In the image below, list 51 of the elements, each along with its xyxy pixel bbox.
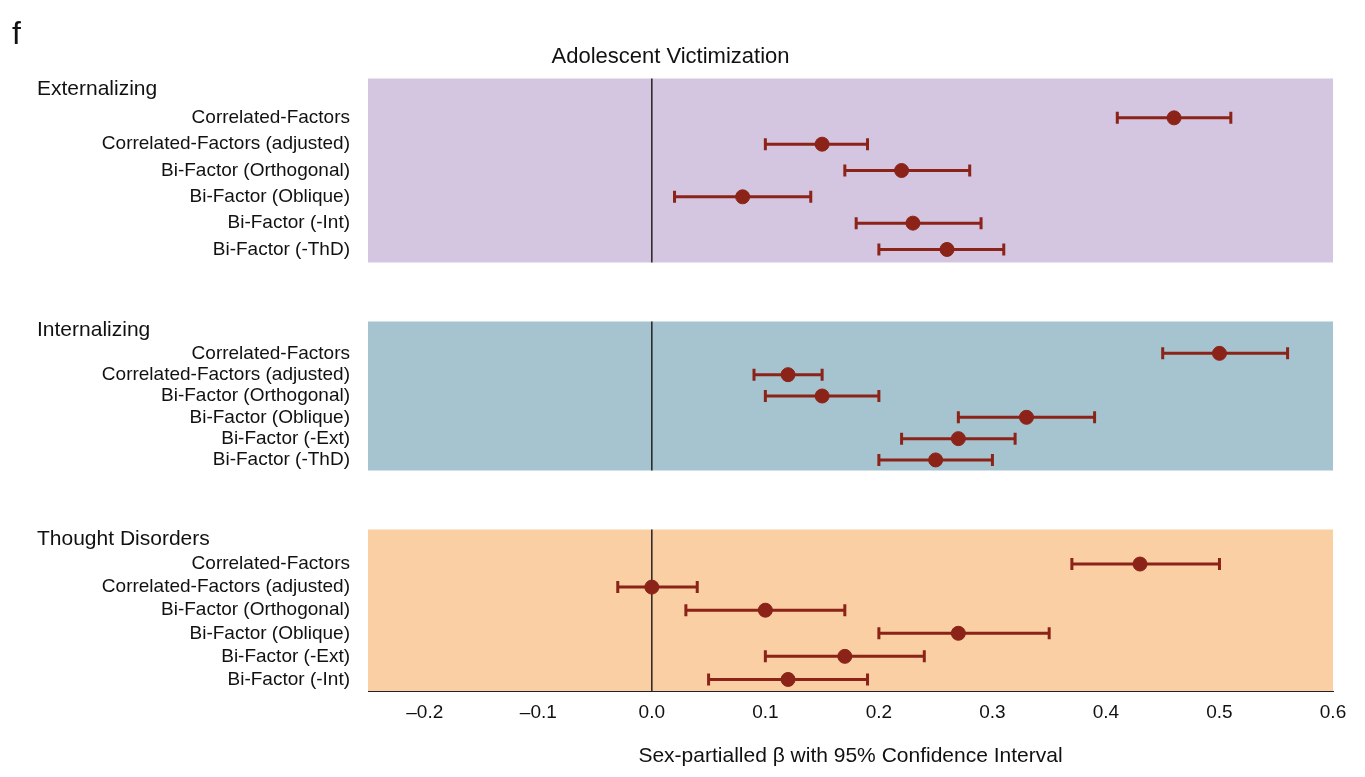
point <box>939 241 955 257</box>
y-tick-label: Bi-Factor (Oblique) <box>189 405 350 427</box>
text: Externalizing <box>37 76 158 100</box>
point <box>894 163 910 178</box>
x-tick-label: 0.3 <box>979 700 1006 722</box>
point <box>928 452 944 468</box>
y-tick-label: Bi-Factor (Oblique) <box>189 185 350 207</box>
y-tick-label: Bi-Factor (Orthogonal) <box>160 598 350 620</box>
y-tick-label: Bi-Factor (Oblique) <box>189 621 350 643</box>
text: f <box>12 15 21 51</box>
x-tick-label: 0.1 <box>752 700 779 722</box>
y-tick-label: Correlated-Factors (adjusted) <box>101 575 350 597</box>
y-tick-label: Correlated-Factors <box>191 106 350 128</box>
y-tick-label: Correlated-Factors (adjusted) <box>101 362 350 384</box>
x-tick-label: 0.2 <box>865 700 893 722</box>
point <box>780 671 796 687</box>
x-axis-title: Sex-partialled β with 95% Confidence Interval <box>638 743 1063 767</box>
point <box>1132 556 1148 572</box>
y-tick-label: Correlated-Factors <box>191 341 350 363</box>
text: Internalizing <box>37 316 151 340</box>
chart-title: Adolescent Victimization <box>551 43 790 69</box>
y-tick-label: Bi-Factor (Orthogonal) <box>160 384 350 406</box>
y-tick-label: Bi-Factor (-Int) <box>227 211 350 233</box>
point <box>735 189 751 205</box>
point <box>1018 409 1034 425</box>
y-tick-label: Bi-Factor (-ThD) <box>212 448 350 470</box>
point <box>814 136 830 152</box>
y-tick-label: Bi-Factor (-Ext) <box>221 426 350 448</box>
point <box>837 648 853 664</box>
point <box>814 388 830 404</box>
x-tick-label: 0.0 <box>638 700 666 722</box>
x-tick-label: –0.1 <box>519 700 557 722</box>
y-tick-label: Bi-Factor (-Ext) <box>221 644 350 666</box>
point <box>1166 110 1182 126</box>
point <box>950 625 966 641</box>
y-tick-label: Bi-Factor (-Int) <box>227 667 350 689</box>
point <box>905 215 921 231</box>
y-tick-label: Correlated-Factors <box>191 552 350 574</box>
text: Thought Disorders <box>37 525 210 549</box>
y-tick-label: Bi-Factor (-ThD) <box>212 237 350 259</box>
x-tick-label: –0.2 <box>406 700 444 722</box>
y-tick-label: Bi-Factor (Orthogonal) <box>160 158 350 180</box>
point <box>1211 345 1227 361</box>
x-tick-label: 0.5 <box>1206 700 1233 722</box>
point <box>780 367 796 383</box>
y-tick-label: Correlated-Factors (adjusted) <box>101 132 350 154</box>
x-tick-label: 0.6 <box>1319 700 1347 722</box>
x-tick-label: 0.4 <box>1092 700 1120 722</box>
point <box>644 579 660 595</box>
point <box>757 602 773 618</box>
point <box>950 431 966 447</box>
